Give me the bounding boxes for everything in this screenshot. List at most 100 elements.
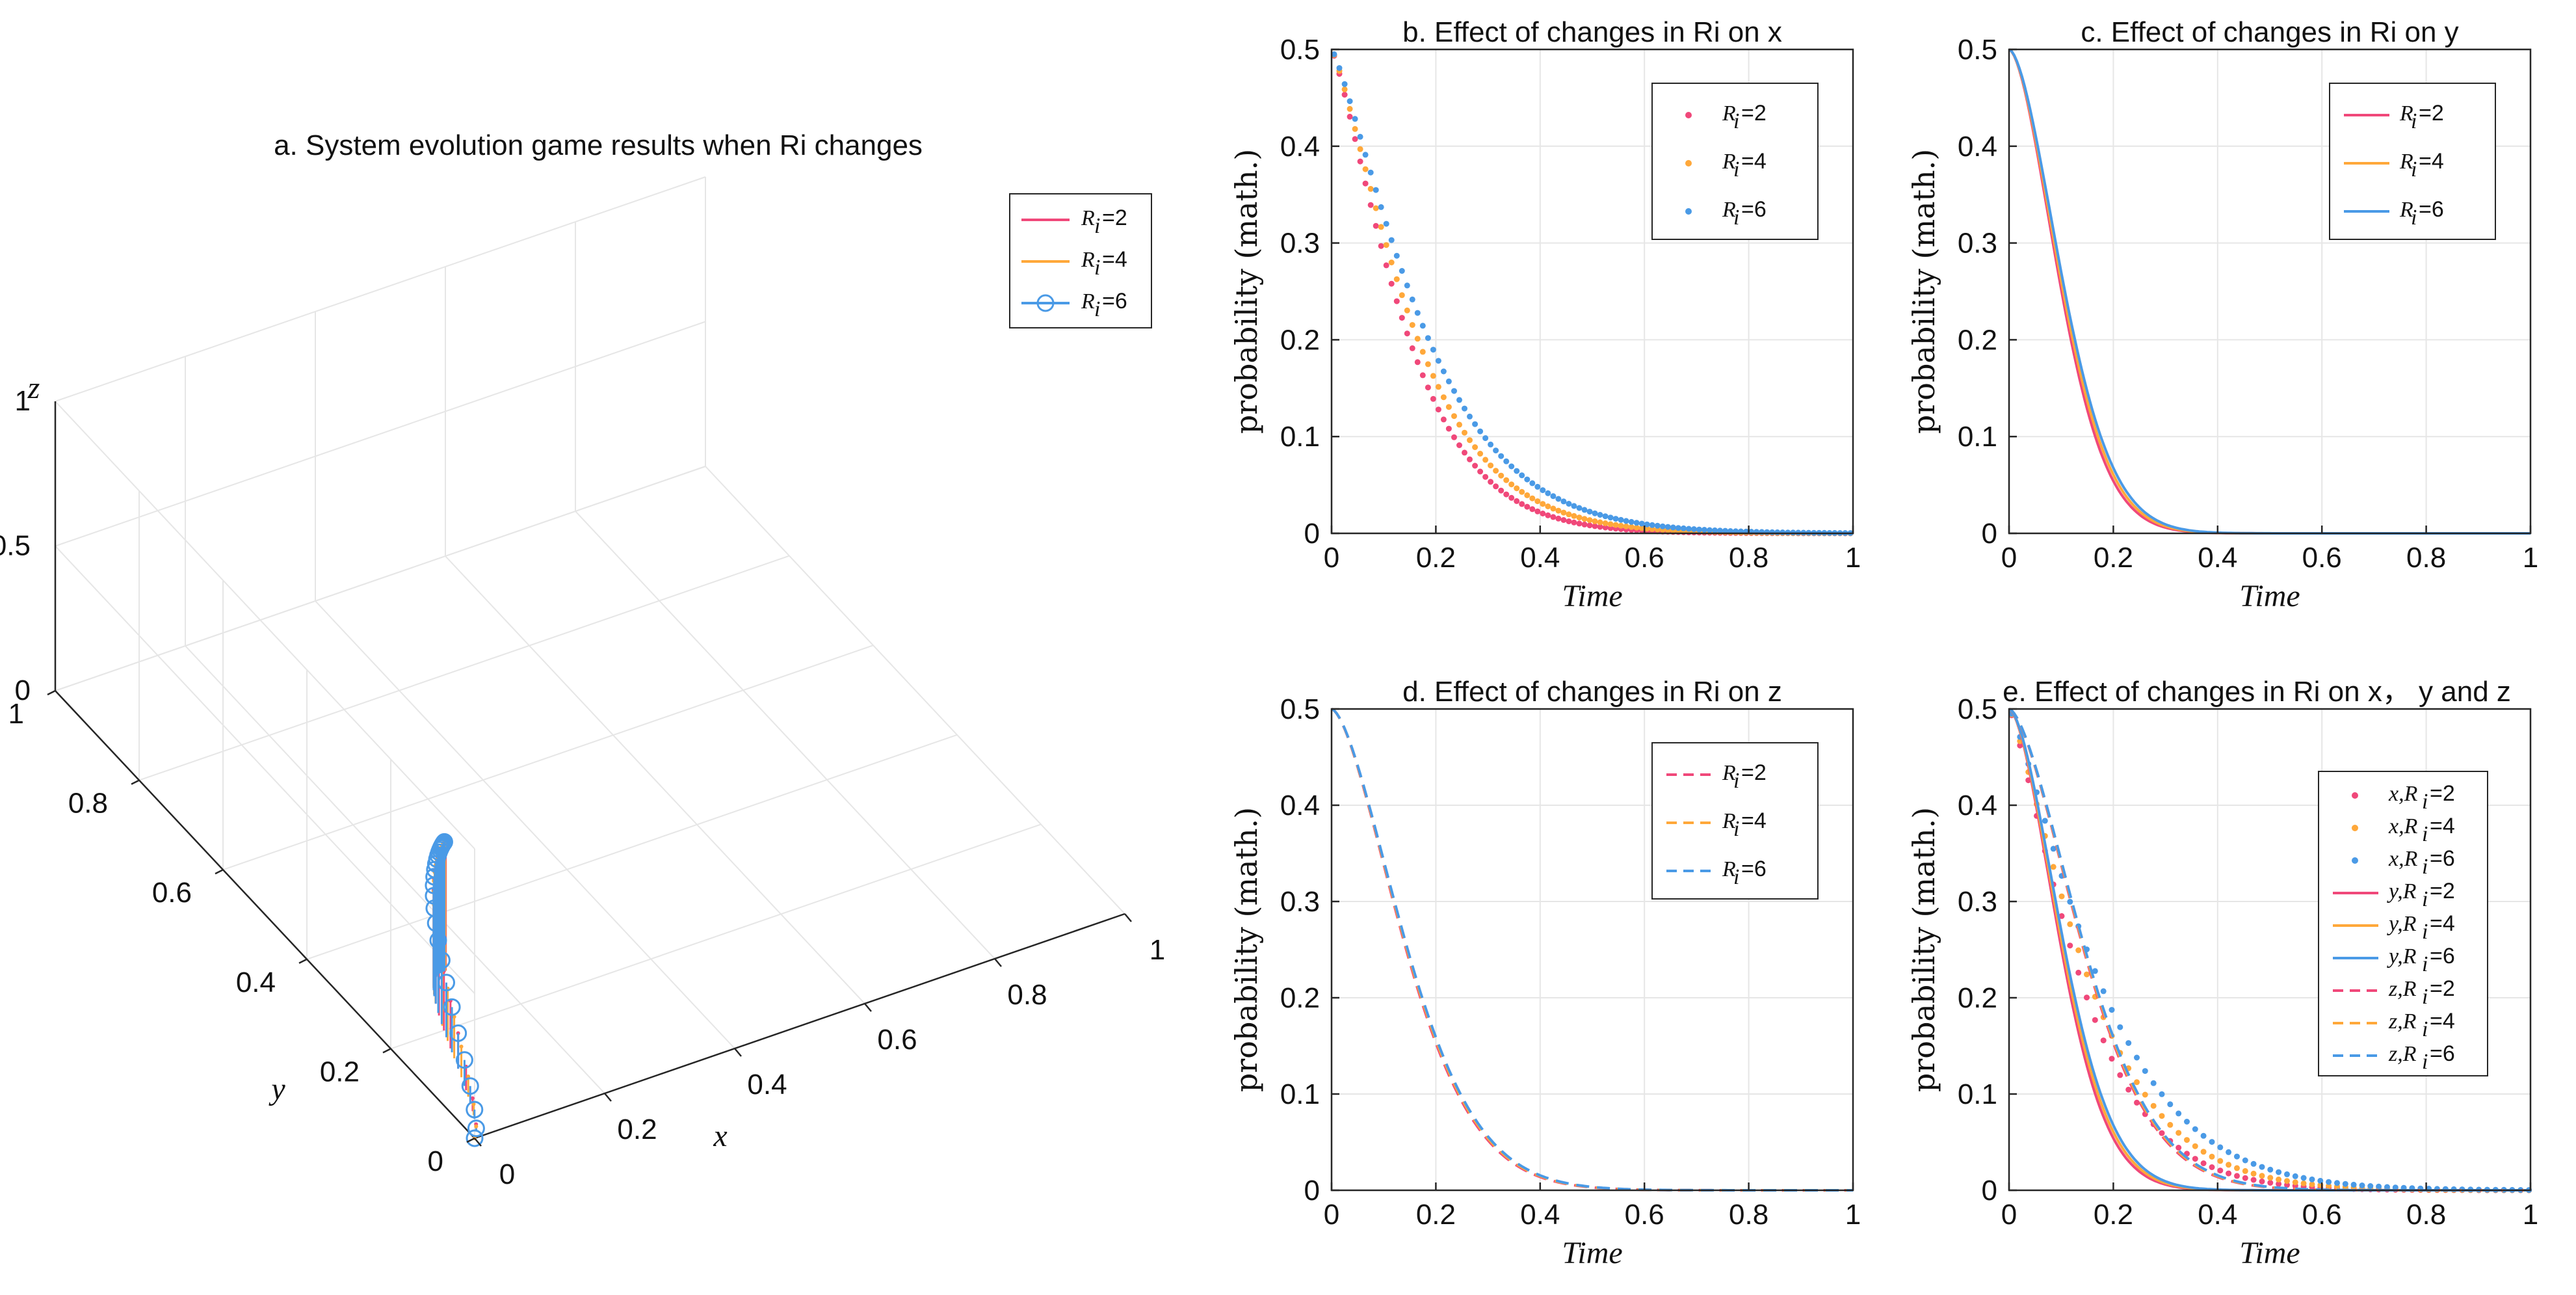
legend-name: R	[1722, 809, 1736, 833]
data-point	[2134, 1079, 2140, 1086]
y-tick-label: 0	[428, 1145, 443, 1177]
data-point	[1769, 529, 1776, 535]
data-point	[1472, 444, 1479, 450]
legend-subscript: i	[1733, 109, 1739, 133]
data-point	[2284, 1171, 2290, 1177]
data-point	[1529, 480, 1536, 487]
data-point	[1560, 517, 1567, 523]
y-tick	[466, 1137, 475, 1143]
data-point	[1331, 51, 1337, 57]
data-point	[1462, 429, 1467, 436]
data-point	[2067, 921, 2073, 928]
data-point	[1352, 116, 1358, 122]
data-point	[1378, 204, 1384, 210]
x-tick-label: 0.6	[2302, 1199, 2342, 1231]
data-point	[1456, 442, 1462, 448]
y-tick-label: 0.6	[152, 877, 192, 909]
data-point	[1576, 514, 1583, 521]
x-tick-label: 0.2	[617, 1114, 657, 1145]
y-tick-label: 0	[1304, 518, 1320, 550]
y-tick-label: 0.3	[1958, 228, 1997, 260]
floor-grid-x	[185, 645, 605, 1094]
data-point	[1597, 519, 1603, 526]
y-tick-label: 1	[8, 698, 24, 730]
data-point	[1649, 522, 1655, 528]
stem-marker	[466, 1129, 484, 1147]
data-point	[2267, 1180, 2274, 1186]
data-point	[2125, 1086, 2132, 1093]
data-point	[1623, 523, 1629, 529]
legend-value: =6	[2430, 944, 2455, 968]
data-point	[1555, 507, 1562, 514]
data-point	[2309, 1176, 2315, 1182]
data-point	[2067, 898, 2073, 905]
y-tick-label: 0	[1982, 518, 1997, 550]
legend-subscript: i	[1733, 157, 1739, 181]
data-point	[2184, 1137, 2190, 1143]
data-point	[1638, 525, 1645, 531]
data-point	[2159, 1130, 2165, 1136]
data-point	[2392, 1184, 2399, 1191]
y-tick-label: 0.1	[1280, 1078, 1320, 1110]
data-point	[1540, 511, 1546, 516]
legend-name: R	[2399, 150, 2413, 174]
stem-marker	[461, 1077, 479, 1095]
data-point	[1529, 495, 1536, 501]
y-tick	[47, 689, 56, 696]
legend-value: =2	[1741, 760, 1767, 785]
data-point	[1602, 524, 1609, 531]
legend-marker	[1685, 160, 1692, 167]
data-point	[2042, 818, 2048, 824]
data-point	[1409, 296, 1415, 302]
data-point	[1685, 526, 1692, 532]
data-point	[1419, 372, 1426, 379]
legend-box	[2329, 83, 2496, 240]
data-point	[1362, 180, 1369, 187]
x-tick-label: 1	[2523, 542, 2538, 574]
data-point	[2259, 1173, 2265, 1179]
legend-subscript: i	[2422, 887, 2428, 911]
legend-name: R	[1081, 206, 1095, 230]
data-point	[2175, 1145, 2182, 1151]
data-point	[1514, 468, 1520, 474]
data-point	[1383, 242, 1389, 248]
legend-value: =4	[2430, 1009, 2455, 1034]
data-point	[2142, 1068, 2148, 1075]
data-point	[1690, 526, 1697, 532]
data-point	[1425, 384, 1431, 391]
data-point	[1425, 335, 1431, 341]
y-tick-label: 0.2	[1280, 324, 1320, 356]
legend: Ri =2Ri =4Ri =6	[1651, 83, 1819, 240]
data-point	[1586, 517, 1593, 524]
data-point	[1493, 468, 1499, 474]
legend-name: x,R	[2388, 814, 2418, 838]
legend-name: y,R	[2387, 944, 2417, 968]
data-point	[1440, 368, 1447, 375]
x-tick-label: 0.8	[1007, 979, 1047, 1011]
data-point	[1477, 468, 1484, 475]
data-point	[2200, 1160, 2207, 1166]
data-point	[2134, 1054, 2140, 1061]
data-point	[2200, 1132, 2207, 1139]
data-point	[1367, 169, 1374, 176]
data-point	[1404, 307, 1410, 314]
legend-subscript: i	[1094, 297, 1100, 321]
legend-subscript: i	[1094, 256, 1100, 280]
data-point	[1550, 493, 1557, 500]
legend-marker	[1685, 208, 1692, 215]
y-tick-label: 0.2	[1280, 982, 1320, 1014]
data-point	[1780, 529, 1786, 535]
data-point	[2050, 864, 2057, 870]
chart-a-title: a. System evolution game results when Ri…	[274, 129, 923, 161]
legend-name: R	[1722, 761, 1736, 785]
x-axis-label: Time	[1562, 579, 1622, 613]
data-point	[2242, 1175, 2248, 1181]
data-point	[1378, 224, 1384, 230]
data-point	[2300, 1175, 2307, 1181]
data-point	[1341, 86, 1348, 92]
wall-grid	[55, 545, 475, 995]
legend-subscript: i	[2422, 822, 2428, 846]
data-point	[1717, 527, 1723, 534]
y-tick-label: 0	[1982, 1175, 1997, 1207]
